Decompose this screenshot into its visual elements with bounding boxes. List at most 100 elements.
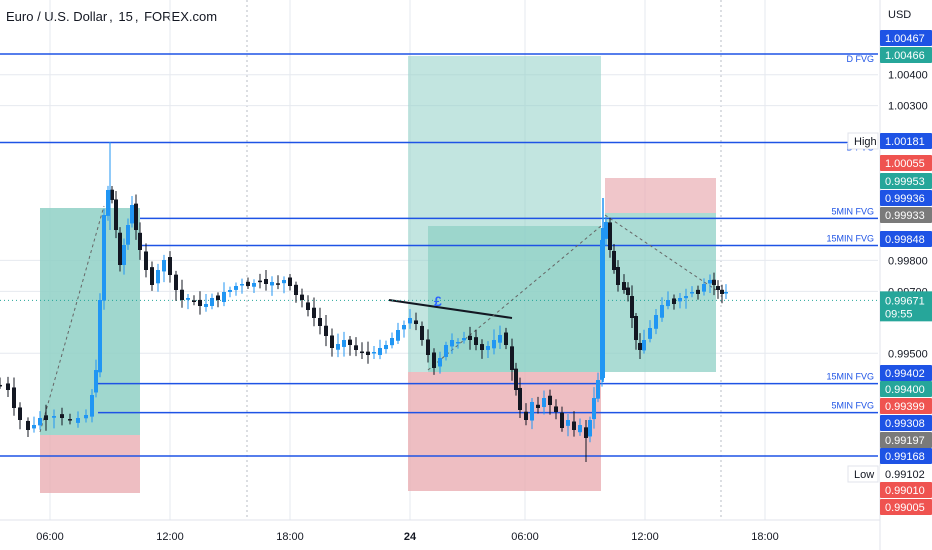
candle-body [288,277,292,286]
fvg-label: 5MIN FVG [831,206,874,216]
time-axis: 06:00 12:00 18:00 24 06:00 12:00 18:00 [0,519,880,543]
candle-body [318,317,322,326]
candle-body [536,404,540,408]
candle-body [76,418,80,423]
candle-body [276,283,280,285]
candle-body [660,305,664,318]
currency-label: USD [888,9,911,21]
price-tag-label-box [847,465,879,483]
candle-body [372,352,376,354]
candle-body [174,274,178,290]
price-tag-value: 1.00181 [885,136,925,148]
candle-body [684,296,688,299]
candle-body [608,222,612,250]
price-tick: 0.99800 [888,255,928,267]
candle-body [630,296,634,318]
candle-body [498,335,502,343]
candle-body [38,418,42,426]
price-tag-label: Low [854,469,874,481]
candle-body [642,340,646,351]
candle-body [180,289,184,300]
candle-body [530,402,534,421]
price-tick: 0.99500 [888,348,928,360]
price-tag [880,365,932,381]
candle-body [198,299,202,306]
candle-body [366,351,370,355]
candle-body [378,348,382,355]
candle-body [666,300,670,307]
price-tag [880,482,932,498]
candle-body [44,415,48,420]
candle-body [554,406,558,412]
candle-body [0,384,2,387]
price-tag [880,432,932,448]
price-tag [880,398,932,414]
candle-body [216,295,220,300]
candle-body [130,205,134,224]
price-tag-value: 0.99010 [885,485,925,497]
candle-body [712,279,716,285]
price-tag [880,30,932,46]
candle-body [134,203,138,230]
price-tag-label: High [854,136,877,148]
time-tick: 06:00 [36,531,64,543]
candle-body [696,289,700,294]
price-tag-value: 0.99402 [885,368,925,380]
candle-body [510,346,514,370]
candle-body [648,328,652,339]
candle-body [204,304,208,307]
candle-body [18,407,22,420]
candle-body [282,280,286,284]
annotation-text: £ [434,293,442,309]
candle-body [504,332,508,345]
candle-body [678,298,682,302]
candle-body [144,251,148,270]
candle-body [612,250,616,270]
price-tag [880,155,932,171]
candle-body [560,412,564,428]
candle-body [336,344,340,350]
price-tag [880,415,932,431]
candle-body [26,420,30,430]
candle-body [626,287,630,295]
candle-body [98,300,102,373]
candle-body [348,339,352,345]
candle-body [402,325,406,330]
price-tag [880,231,932,247]
candle-body [324,325,328,336]
price-tag [880,381,932,397]
candle-body [138,232,142,250]
exchange: FOREX.com [144,9,218,24]
current-price-value: 0.99671 [885,295,925,307]
candle-body [474,337,478,345]
countdown: 09:55 [885,308,913,320]
candle-body [300,294,304,300]
candle-body [604,222,608,239]
candle-body [486,346,490,350]
candle-body [312,307,316,318]
candle-body [222,292,226,302]
candle-body [492,340,496,349]
position-zone [605,178,716,213]
candle-body [456,342,460,344]
price-tag-value: 0.99308 [885,418,925,430]
candle-body [384,345,388,350]
candle-body [354,345,358,350]
price-axis: USD1.004001.003000.998000.997000.995001.… [847,0,932,550]
candle-body [94,370,98,393]
candle-body [118,232,122,265]
price-tag-label-box [847,132,879,150]
fvg-label: D FVG [846,54,874,64]
price-tag [880,207,932,223]
projection-line [604,214,717,291]
candle-body [84,415,88,419]
candle-body [444,345,448,357]
candle-body [122,245,126,265]
time-tick: 24 [404,531,417,543]
candle-body [52,416,56,418]
candles [0,142,728,462]
candle-body [724,292,728,294]
candle-body [126,225,130,245]
price-tag [880,173,932,189]
